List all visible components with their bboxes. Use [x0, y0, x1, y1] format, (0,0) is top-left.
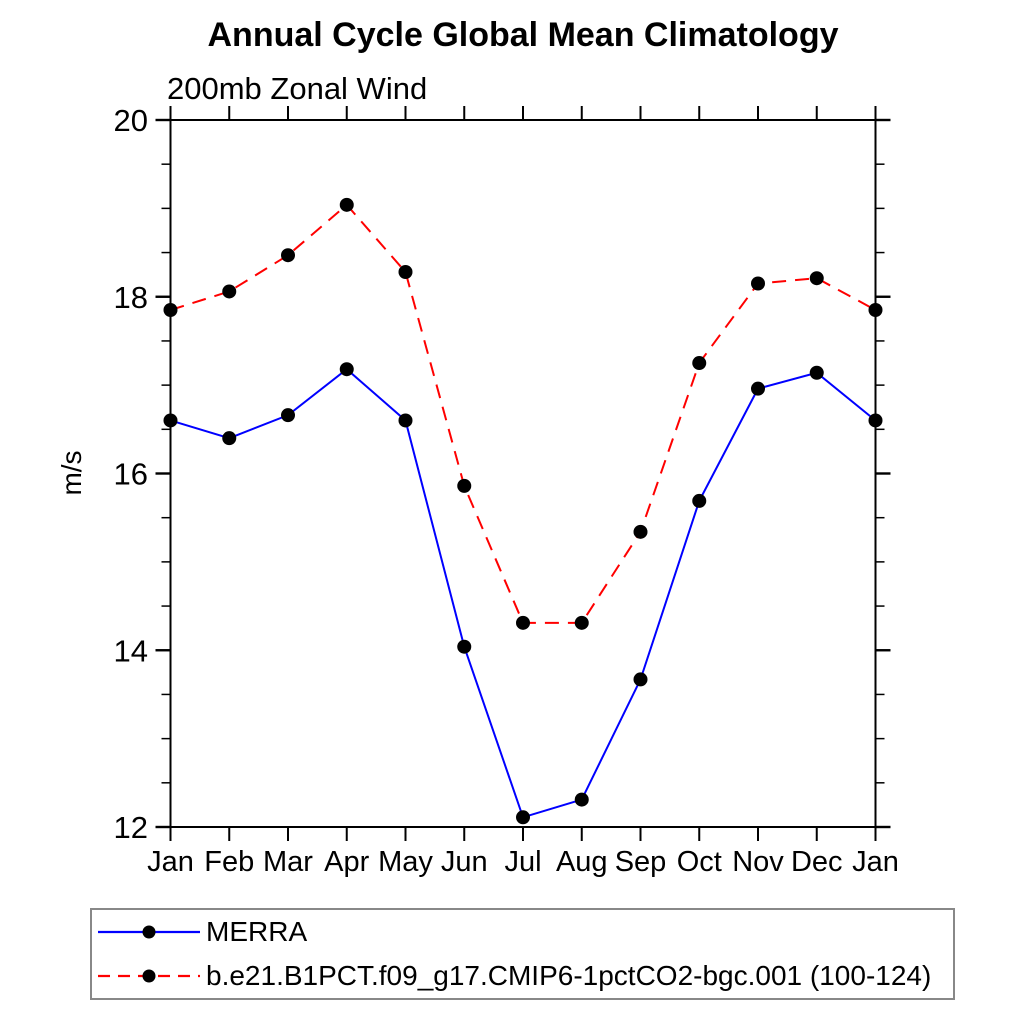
x-tick-label: Jul: [504, 846, 541, 878]
y-tick-label: 14: [114, 633, 148, 668]
data-point-marker: [692, 356, 707, 371]
legend: MERRA b.e21.B1PCT.f09_g17.CMIP6-1pctCO2-…: [90, 908, 955, 1000]
x-tick-label: Jan: [147, 846, 194, 878]
data-point-marker: [809, 271, 824, 286]
data-point-marker: [163, 303, 178, 318]
x-tick-label: Oct: [677, 846, 722, 878]
legend-item-model: b.e21.B1PCT.f09_g17.CMIP6-1pctCO2-bgc.00…: [95, 954, 953, 998]
data-point-marker: [457, 639, 472, 654]
y-tick-label: 16: [114, 457, 148, 492]
data-point-marker: [339, 362, 354, 377]
x-tick-label: Aug: [556, 846, 608, 878]
legend-line-sample-model: [98, 969, 200, 983]
data-point-marker: [516, 615, 530, 630]
data-point-marker: [281, 408, 295, 423]
x-tick-label: Nov: [732, 846, 784, 878]
y-tick-label: 12: [114, 810, 148, 845]
x-tick-label: May: [378, 846, 433, 878]
data-point-marker: [868, 413, 883, 428]
data-point-marker: [751, 381, 765, 396]
data-point-marker: [281, 248, 295, 263]
series-line-merra: [170, 367, 877, 819]
legend-label-model: b.e21.B1PCT.f09_g17.CMIP6-1pctCO2-bgc.00…: [206, 960, 932, 991]
data-point-marker: [457, 478, 472, 493]
data-point-marker: [516, 810, 530, 825]
legend-item-merra: MERRA: [95, 910, 953, 954]
data-point-marker: [574, 615, 589, 630]
data-point-marker: [339, 197, 354, 212]
data-point-marker: [398, 265, 413, 280]
data-point-marker: [633, 524, 648, 539]
data-point-marker: [633, 672, 648, 687]
y-tick-label: 18: [114, 280, 148, 315]
x-tick-label: Jan: [852, 846, 899, 878]
data-point-marker: [163, 413, 178, 428]
x-tick-label: Jun: [441, 846, 488, 878]
chart-subtitle: 200mb Zonal Wind: [167, 71, 428, 106]
data-point-marker: [222, 431, 237, 446]
legend-marker-dot: [142, 925, 156, 939]
x-tick-label: Feb: [204, 846, 254, 878]
series-line-model: [170, 203, 876, 624]
data-point-marker: [868, 303, 883, 318]
x-tick-label: Sep: [615, 846, 667, 878]
data-point-marker: [574, 792, 589, 807]
x-tick-label: Apr: [324, 846, 369, 878]
data-point-marker: [398, 413, 413, 428]
data-point-marker: [222, 284, 237, 299]
data-point-marker: [692, 493, 707, 508]
data-point-marker: [809, 365, 824, 380]
legend-line-sample-merra: [98, 925, 200, 939]
x-tick-label: Mar: [263, 846, 313, 878]
plot-frame: [169, 119, 877, 828]
legend-label-merra: MERRA: [206, 916, 308, 947]
data-point-marker: [751, 276, 765, 291]
y-tick-label: 20: [114, 103, 148, 138]
chart-title: Annual Cycle Global Mean Climatology: [207, 16, 839, 54]
legend-marker-dot: [142, 969, 156, 983]
x-tick-label: Dec: [791, 846, 843, 878]
